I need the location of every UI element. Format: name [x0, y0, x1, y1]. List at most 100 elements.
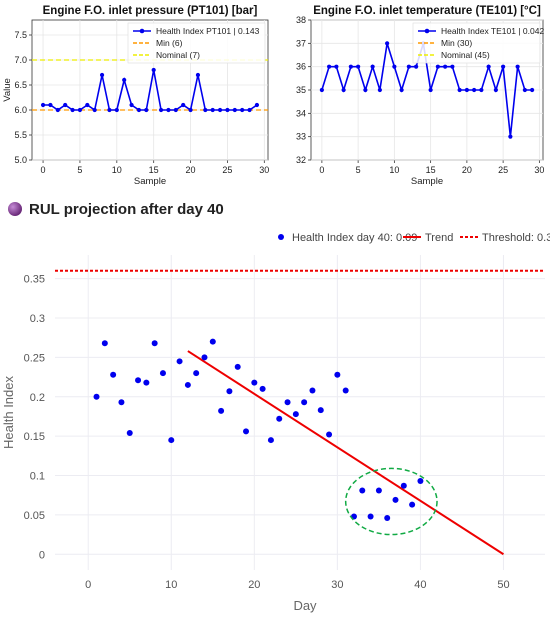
rul-y-tick-label: 0.25 — [24, 352, 45, 364]
health-index-point — [176, 358, 183, 365]
pressure-legend-marker — [139, 28, 145, 34]
temperature-data-point — [399, 87, 404, 93]
pressure-data-point — [217, 107, 223, 113]
pressure-data-point — [136, 107, 142, 113]
health-index-point — [259, 385, 266, 392]
pressure-data-point — [247, 107, 252, 113]
temperature-y-tick-label: 33 — [296, 132, 306, 142]
health-index-point — [301, 399, 308, 406]
temperature-data-point — [370, 64, 375, 69]
rul-x-tick-label: 30 — [331, 579, 343, 591]
health-index-point — [392, 496, 399, 503]
health-index-point — [400, 482, 407, 489]
temperature-data-point — [406, 64, 411, 69]
health-index-point — [284, 399, 291, 406]
pressure-data-point — [63, 102, 68, 108]
health-index-point — [218, 407, 225, 414]
pressure-y-axis-label: Value — [2, 78, 13, 102]
pressure-data-point — [55, 107, 60, 113]
health-index-point — [417, 478, 424, 485]
health-index-point — [143, 379, 150, 386]
temperature-x-tick-label: 5 — [356, 165, 361, 175]
temperature-data-point — [435, 64, 440, 69]
pressure-y-tick-label: 5.5 — [14, 130, 27, 140]
rul-projection-chart: 0 10 20 30 40 50 0 0.05 0.1 0.15 0.2 0.25 0.3 0.35 Day… — [1, 232, 550, 613]
pressure-data-point — [122, 77, 127, 83]
temperature-x-tick-label: 20 — [462, 165, 472, 175]
health-index-point — [309, 387, 316, 394]
temperature-data-point — [450, 64, 455, 69]
temperature-y-tick-label: 32 — [296, 155, 306, 165]
pressure-legend-box — [127, 22, 266, 64]
rul-y-tick-label: 0.35 — [24, 274, 45, 286]
pressure-legend-label: Min (6) — [156, 38, 183, 48]
health-index-point — [234, 363, 241, 370]
rul-y-tick-label: 0.05 — [24, 510, 45, 522]
pressure-y-tick-label: 6.0 — [14, 105, 27, 115]
temperature-legend-marker — [424, 28, 430, 34]
temperature-x-tick-label: 30 — [534, 165, 544, 175]
temperature-data-point — [414, 64, 419, 69]
pressure-chart: Engine F.O. inlet pressure (PT101) [bar]… — [2, 5, 269, 187]
pressure-data-point — [203, 107, 208, 113]
pressure-x-tick-label: 30 — [259, 165, 269, 175]
pressure-data-point — [240, 107, 245, 113]
health-index-point — [267, 437, 274, 444]
temperature-data-point — [530, 87, 535, 93]
health-index-point — [101, 340, 108, 347]
rul-x-tick-label: 20 — [248, 579, 260, 591]
pressure-x-tick-label: 25 — [222, 165, 232, 175]
temperature-data-point — [377, 87, 382, 93]
rul-x-tick-label: 0 — [85, 579, 91, 591]
health-index-point — [151, 340, 158, 347]
pressure-y-tick-label: 7.5 — [14, 30, 27, 40]
rul-legend-point-marker — [278, 234, 284, 240]
temperature-x-tick-label: 0 — [319, 165, 324, 175]
pressure-y-tick-label: 7.0 — [14, 55, 27, 65]
temperature-x-tick-label: 25 — [498, 165, 508, 175]
pressure-data-point — [188, 107, 193, 113]
temperature-data-point — [356, 64, 361, 69]
temperature-legend-label: Min (30) — [441, 38, 472, 48]
pressure-data-point — [232, 107, 237, 113]
temperature-data-point — [348, 64, 353, 69]
temperature-data-point — [508, 134, 513, 139]
health-index-point — [251, 379, 258, 386]
temperature-data-point — [334, 64, 339, 69]
section-title: RUL projection after day 40 — [29, 200, 224, 218]
health-index-point — [292, 411, 299, 418]
health-index-point — [226, 388, 233, 395]
temperature-x-tick-label: 15 — [426, 165, 436, 175]
temperature-legend-box — [412, 22, 541, 64]
pressure-x-tick-label: 20 — [186, 165, 196, 175]
health-index-point — [334, 371, 341, 378]
rul-y-axis-label: Health Index — [1, 376, 16, 449]
pressure-data-point — [210, 107, 215, 113]
temperature-data-point — [472, 87, 477, 93]
pressure-x-tick-label: 15 — [149, 165, 159, 175]
health-index-point — [359, 487, 366, 494]
pressure-data-point — [70, 107, 75, 113]
pressure-data-point — [107, 107, 112, 113]
trend-line — [187, 350, 505, 556]
temperature-data-point — [319, 87, 324, 93]
temperature-title: Engine F.O. inlet temperature (TE101) [°… — [313, 5, 541, 17]
temperature-data-point — [464, 87, 469, 93]
pressure-data-point — [77, 107, 83, 113]
rul-y-tick-label: 0.2 — [30, 392, 45, 404]
health-index-point — [367, 513, 374, 520]
health-index-point — [159, 370, 166, 377]
health-index-point — [276, 415, 283, 422]
pressure-y-tick-label: 5.0 — [14, 155, 27, 165]
health-index-point — [126, 429, 133, 436]
rul-x-tick-label: 40 — [414, 579, 426, 591]
temperature-data-point — [486, 64, 491, 69]
temperature-y-tick-label: 38 — [296, 15, 306, 25]
rul-y-tick-label: 0.15 — [24, 431, 45, 443]
pressure-data-point — [173, 107, 178, 113]
pressure-data-point — [254, 102, 260, 108]
pressure-title: Engine F.O. inlet pressure (PT101) [bar] — [43, 5, 258, 17]
crystal-ball-icon — [8, 202, 22, 216]
pressure-data-point — [144, 107, 149, 113]
pressure-data-point — [99, 72, 105, 78]
